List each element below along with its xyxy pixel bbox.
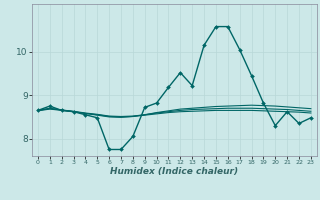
X-axis label: Humidex (Indice chaleur): Humidex (Indice chaleur) <box>110 167 238 176</box>
